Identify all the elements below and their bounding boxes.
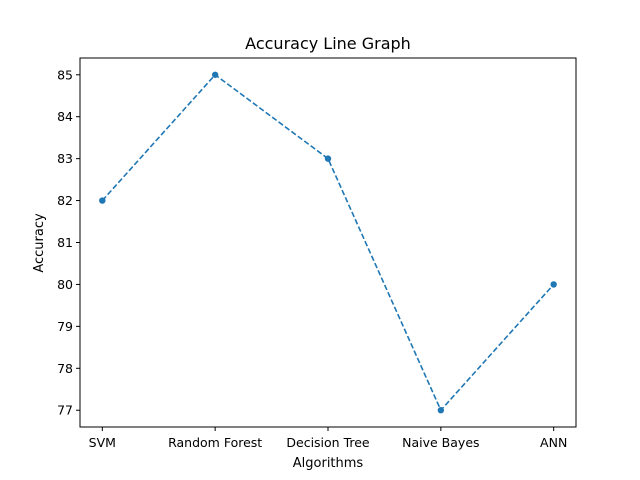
data-point [211, 71, 219, 78]
x-tick-label: ANN [540, 435, 567, 450]
plot-frame [79, 57, 577, 428]
series-accuracy [99, 71, 557, 414]
series-line [101, 73, 555, 412]
y-tick-label: 84 [57, 109, 73, 124]
chart-title: Accuracy Line Graph [245, 34, 411, 53]
y-tick-label: 81 [57, 235, 73, 250]
y-axis-label: Accuracy [32, 213, 47, 273]
data-point [550, 281, 557, 288]
x-axis-label: Algorithms [293, 456, 364, 471]
data-point [99, 197, 106, 204]
data-point [324, 155, 332, 162]
y-tick-label: 85 [57, 67, 73, 82]
y-tick-label: 83 [57, 151, 73, 166]
x-tick-label: Random Forest [168, 435, 262, 450]
y-tick-label: 80 [57, 277, 73, 292]
y-tick-label: 77 [57, 403, 73, 418]
x-tick-label: Decision Tree [286, 435, 370, 450]
x-tick-label: SVM [89, 435, 116, 450]
y-tick-label: 79 [57, 319, 73, 334]
y-axis: 77 78 79 80 81 82 83 84 85 [57, 67, 80, 418]
y-tick-label: 78 [57, 361, 73, 376]
x-tick-label: Naive Bayes [402, 435, 479, 450]
data-point [437, 407, 445, 414]
x-axis: SVM Random Forest Decision Tree Naive Bayes… [89, 427, 567, 450]
y-tick-label: 82 [57, 193, 73, 208]
